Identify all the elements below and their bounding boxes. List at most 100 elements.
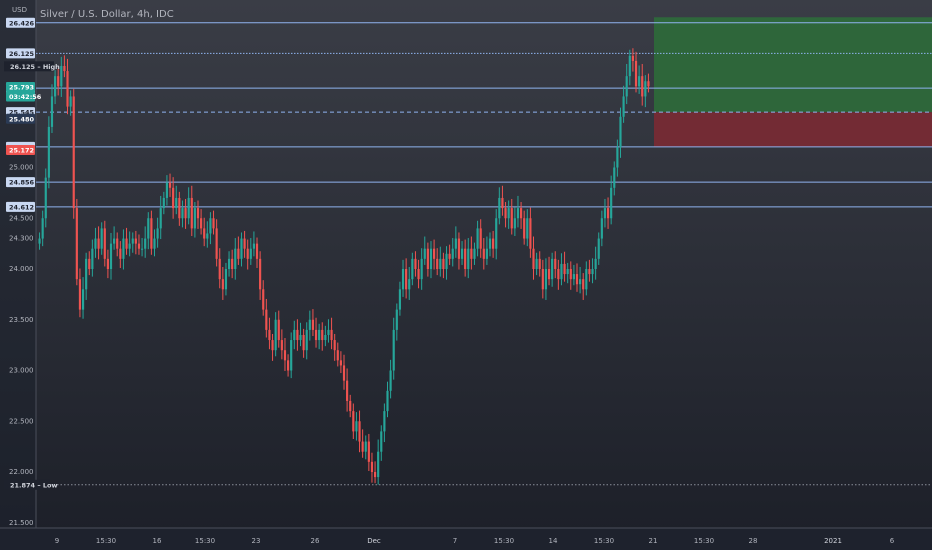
candle-body	[224, 269, 228, 290]
candle-body	[144, 238, 147, 249]
candle-body	[193, 208, 196, 229]
candle-body	[50, 96, 54, 127]
zone-profit	[654, 17, 932, 113]
time-tick-label: 26	[311, 537, 320, 545]
candle-body	[88, 258, 91, 269]
candle-body	[116, 238, 119, 249]
candle-body	[591, 269, 594, 275]
candle-body	[81, 289, 85, 310]
candle-body	[355, 421, 358, 432]
zone-loss	[654, 112, 932, 147]
candle-body	[457, 238, 461, 259]
candle-body	[476, 228, 479, 249]
price-tick-label: 25.000	[9, 164, 34, 172]
candle-body	[560, 263, 563, 280]
level-tag	[6, 48, 35, 59]
candle-body	[473, 248, 476, 259]
candle-body	[352, 411, 355, 432]
candle-body	[60, 66, 63, 87]
candle-body	[94, 238, 97, 249]
candle-body	[420, 258, 423, 280]
candle-body	[448, 253, 451, 259]
candle-body	[414, 258, 417, 269]
level-tag-text: 24.856	[9, 179, 35, 187]
candle-body	[488, 238, 492, 249]
candle-body	[181, 208, 184, 219]
candle-body	[240, 238, 243, 259]
price-tick-label: 24.300	[9, 235, 34, 243]
candle-body	[156, 228, 159, 239]
low-tag	[4, 479, 50, 490]
candle-body	[485, 248, 488, 259]
time-tick-label: 6	[890, 537, 895, 545]
candle-body	[265, 309, 268, 330]
price-tag	[6, 82, 35, 93]
candle-body	[162, 197, 165, 209]
level-tag	[6, 201, 35, 212]
candle-body	[482, 248, 485, 259]
candle-body	[231, 258, 234, 269]
candle-body	[501, 197, 504, 209]
candle-body	[563, 263, 566, 275]
candle-body	[392, 329, 395, 371]
candle-body	[172, 187, 175, 209]
candle-body	[277, 319, 280, 341]
candle-body	[429, 248, 433, 269]
candle-body	[622, 96, 625, 117]
candle-body	[516, 208, 520, 219]
candle-body	[274, 319, 277, 351]
candle-body	[283, 350, 287, 361]
time-tick-label: 9	[55, 537, 59, 545]
candle-body	[569, 269, 572, 280]
candle-body	[442, 258, 445, 269]
candle-body	[53, 76, 57, 97]
candle-body	[380, 431, 383, 452]
candle-body	[464, 248, 467, 269]
candle-body	[97, 238, 100, 249]
candle-body	[215, 228, 218, 259]
candle-body	[271, 340, 274, 351]
chart-title: Silver / U.S. Dollar, 4h, IDC	[40, 9, 174, 20]
candle-body	[504, 208, 507, 219]
candle-body	[243, 238, 246, 249]
price-tag	[6, 145, 35, 156]
low-tag-text: 21.874 – Low	[10, 481, 57, 489]
candle-body	[566, 269, 569, 275]
candle-body	[78, 279, 82, 310]
candle-body	[383, 411, 386, 432]
candle-body	[153, 238, 156, 249]
candle-body	[510, 208, 513, 229]
candle-body	[408, 279, 411, 290]
candle-body	[131, 238, 134, 244]
candle-body	[299, 334, 302, 341]
high-tag-text: 26.125 – High	[10, 63, 60, 71]
candle-body	[454, 238, 457, 249]
candle-body	[606, 208, 610, 219]
candle-body	[470, 248, 473, 259]
candle-body	[495, 218, 498, 249]
candle-body	[597, 238, 600, 259]
candle-body	[187, 197, 190, 219]
candle-body	[628, 55, 631, 77]
price-tick-label: 21.500	[9, 519, 34, 527]
candle-body	[625, 76, 628, 97]
time-tick-label: 21	[649, 537, 658, 545]
candle-body	[246, 248, 249, 259]
candle-body	[538, 258, 541, 269]
price-axis-panel	[0, 0, 36, 528]
candle-body	[582, 279, 585, 290]
candle-body	[507, 208, 510, 219]
candle-body	[346, 380, 349, 401]
candle-body	[159, 208, 162, 229]
currency-label: USD	[12, 6, 27, 14]
candle-body	[311, 319, 315, 330]
candle-body	[262, 289, 265, 310]
candle-body	[585, 269, 588, 290]
price-tag-text: 03:42:56	[9, 93, 42, 101]
candle-body	[445, 253, 448, 269]
price-tag-text: 25.172	[9, 147, 34, 155]
candle-body	[467, 248, 470, 269]
candle-body	[526, 218, 529, 239]
